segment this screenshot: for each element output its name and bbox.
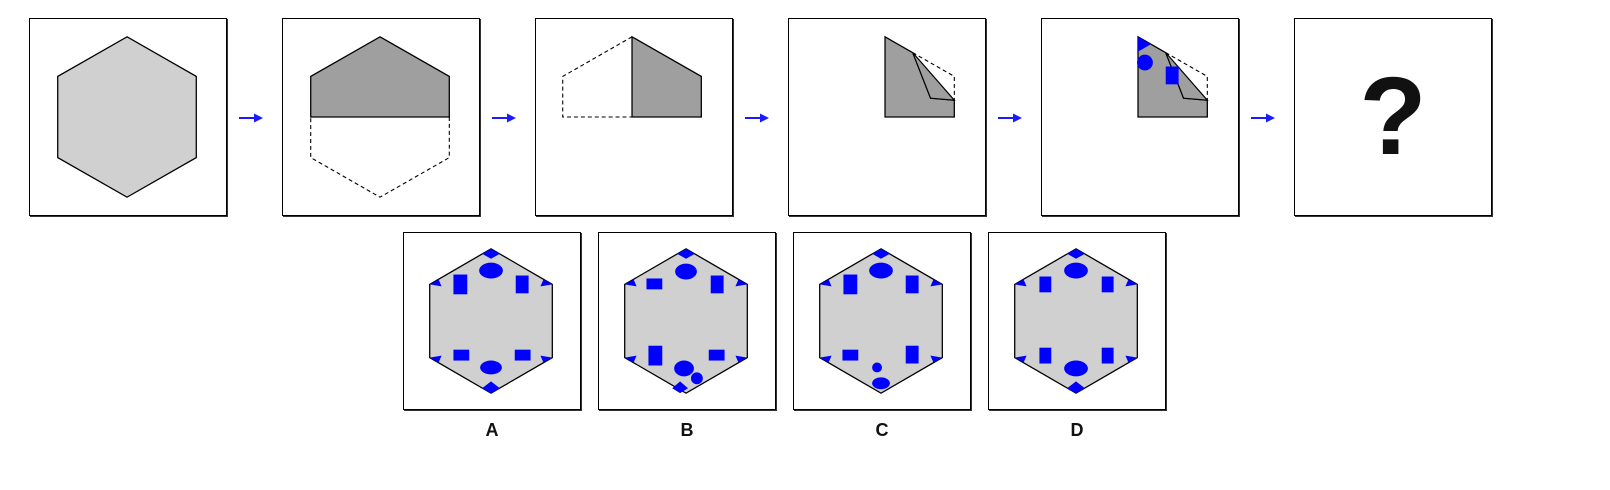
option-d-label[interactable]: D <box>1070 420 1084 440</box>
arrow-right-icon <box>492 113 516 123</box>
punched-figure <box>1137 35 1209 118</box>
square-hole <box>1165 66 1179 85</box>
circle-hole <box>1137 54 1153 71</box>
arrow-right-icon <box>239 113 263 123</box>
full-hexagon-figure <box>57 36 197 198</box>
option-a-figure <box>429 248 553 394</box>
arrow-right-icon <box>745 113 769 123</box>
option-c-panel[interactable] <box>793 232 971 410</box>
option-c-label[interactable]: C <box>875 420 889 440</box>
question-mark: ? <box>1359 55 1427 178</box>
step-2-panel <box>282 18 480 216</box>
option-b-panel[interactable] <box>598 232 776 410</box>
option-d-panel[interactable] <box>988 232 1166 410</box>
option-a-panel[interactable] <box>403 232 581 410</box>
fold-corner-figure <box>884 35 956 118</box>
step-4-panel <box>788 18 986 216</box>
option-c-figure <box>819 248 943 394</box>
step-1-panel <box>29 18 227 216</box>
corner-triangle-hole <box>1138 36 1151 52</box>
answer-panel: ? <box>1294 18 1492 216</box>
option-a-label[interactable]: A <box>485 420 499 440</box>
step-3-panel <box>535 18 733 216</box>
option-b-figure <box>624 248 748 394</box>
fold-right-figure <box>562 35 702 118</box>
option-d-figure <box>1014 248 1138 394</box>
step-5-panel <box>1041 18 1239 216</box>
arrow-right-icon <box>1251 113 1275 123</box>
fold-up-figure <box>310 36 450 198</box>
arrow-right-icon <box>998 113 1022 123</box>
option-b-label[interactable]: B <box>680 420 694 440</box>
